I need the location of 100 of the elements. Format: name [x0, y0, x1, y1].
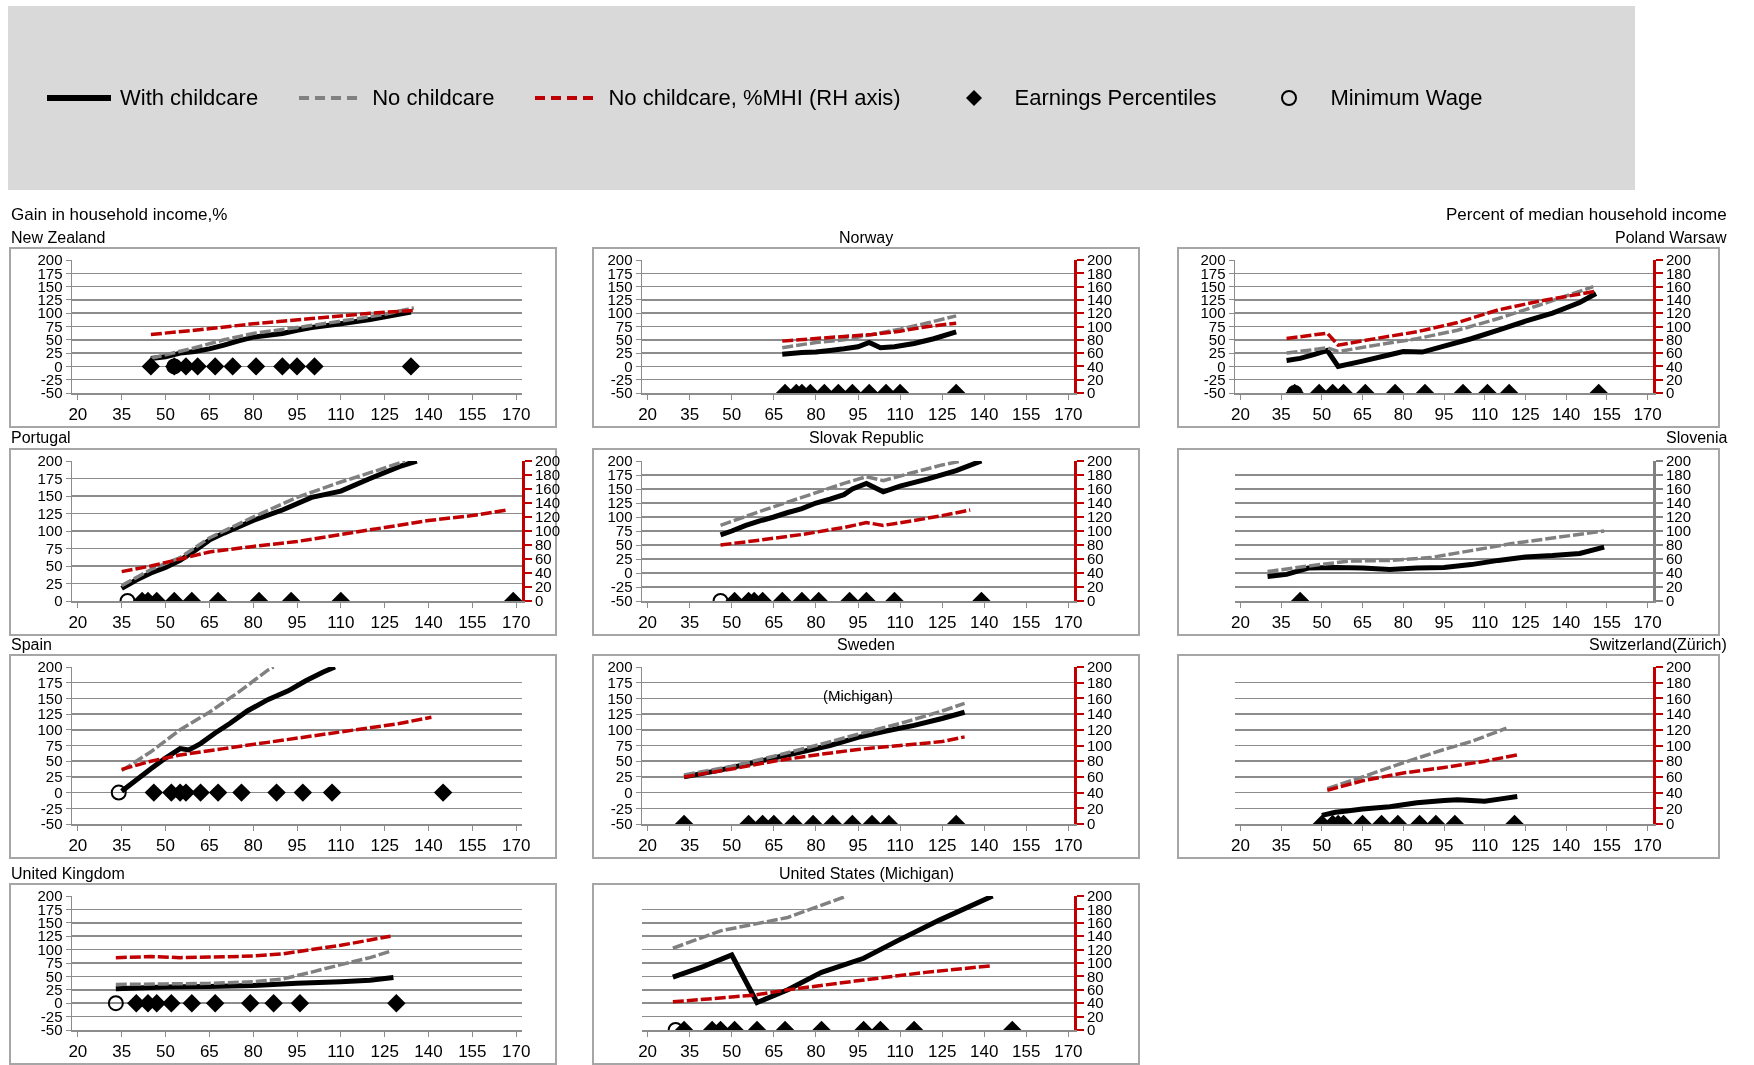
y-tick-label: 50	[615, 752, 633, 770]
y2-tick-label: 80	[1666, 752, 1683, 770]
x-tick-label: 65	[1353, 404, 1373, 424]
x-tick-label: 80	[806, 1041, 826, 1061]
x-tick-label: 65	[199, 1041, 219, 1061]
x-tick-label: 140	[970, 835, 999, 855]
x-tick-label: 50	[722, 1041, 742, 1061]
x-tick-label: 170	[1054, 1041, 1083, 1061]
x-tick-label: 80	[1393, 835, 1413, 855]
y-tick-label: 75	[45, 539, 63, 557]
x-tick-label: 140	[970, 612, 999, 632]
x-tick-label: 155	[458, 612, 487, 632]
x-tick-label: 110	[886, 612, 914, 632]
y-tick-label: -25	[40, 799, 63, 817]
x-tick-label: 80	[806, 612, 826, 632]
x-tick-label: 95	[1434, 835, 1454, 855]
y-tick-label: 75	[45, 736, 63, 754]
x-tick-label: 125	[927, 835, 957, 855]
x-tick-label: 170	[1633, 612, 1662, 632]
x-tick-label: 65	[764, 1041, 784, 1061]
x-tick-label: 65	[764, 612, 784, 632]
chart-title: United Kingdom	[11, 865, 125, 882]
x-tick-label: 95	[1434, 612, 1454, 632]
y2-tick-label: 200	[1087, 658, 1113, 676]
x-tick-label: 140	[1551, 612, 1581, 632]
x-tick-label: 20	[638, 835, 658, 855]
x-tick-label: 35	[680, 612, 700, 632]
x-tick-label: 155	[1012, 404, 1041, 424]
x-tick-label: 50	[722, 404, 742, 424]
y-tick-label: 150	[37, 689, 63, 707]
y-tick-label: 25	[45, 574, 63, 592]
y-tick-label: 100	[607, 721, 633, 739]
x-tick-label: 155	[458, 1041, 487, 1061]
legend-label: No childcare, %MHI (RH axis)	[608, 85, 901, 111]
chart-title: United States (Michigan)	[779, 865, 955, 882]
legend-label: Minimum Wage	[1330, 85, 1483, 111]
y2-axis-title: Percent of median household income	[1446, 205, 1727, 224]
text: Slovenia	[1666, 429, 1728, 446]
x-tick-label: 125	[370, 404, 399, 424]
x-tick-label: 95	[848, 404, 868, 424]
annotation: (Michigan)	[823, 687, 894, 704]
y-axis-title: Gain in household income,%	[11, 205, 228, 224]
x-tick-label: 50	[156, 404, 175, 424]
y-tick-label: 175	[607, 673, 633, 691]
x-tick-label: 95	[287, 404, 307, 424]
x-tick-label: 170	[501, 835, 531, 855]
x-tick-label: 50	[156, 612, 175, 632]
x-tick-label: 170	[1054, 612, 1083, 632]
y2-tick-label: 120	[1087, 721, 1113, 739]
x-tick-label: 110	[327, 1041, 355, 1061]
x-tick-label: 110	[327, 835, 355, 855]
x-tick-label: 155	[1592, 404, 1622, 424]
x-tick-label: 170	[1633, 835, 1662, 855]
x-tick-label: 35	[112, 612, 132, 632]
x-tick-label: 170	[501, 612, 531, 632]
x-tick-label: 95	[1434, 404, 1454, 424]
legend-label: With childcare	[120, 85, 259, 111]
x-tick-label: 140	[1551, 835, 1581, 855]
y2-tick-label: 140	[1666, 705, 1692, 723]
x-tick-label: 110	[1471, 612, 1499, 632]
x-tick-label: 110	[886, 835, 914, 855]
y-tick-label: 100	[37, 522, 63, 540]
x-tick-label: 35	[112, 404, 132, 424]
x-tick-label: 20	[638, 612, 658, 632]
y2-tick-label: 20	[1087, 799, 1104, 817]
x-tick-label: 125	[927, 404, 957, 424]
y-tick-label: 0	[54, 783, 63, 801]
chart-title: Norway	[839, 229, 894, 246]
x-tick-label: 155	[458, 835, 487, 855]
x-tick-label: 50	[722, 612, 742, 632]
x-tick-label: 50	[1312, 835, 1332, 855]
y2-tick-label: 80	[1087, 752, 1104, 770]
x-tick-label: 35	[680, 1041, 700, 1061]
y-tick-label: 125	[607, 705, 633, 723]
y-tick-label: 100	[37, 721, 63, 739]
x-tick-label: 35	[1271, 835, 1291, 855]
y-tick-label: 25	[615, 768, 633, 786]
legend-label: Earnings Percentiles	[1014, 85, 1217, 111]
x-tick-label: 35	[112, 835, 132, 855]
y-tick-label: 125	[37, 504, 63, 522]
x-tick-label: 155	[1012, 1041, 1041, 1061]
y-tick-label: 50	[45, 557, 63, 575]
x-tick-label: 155	[458, 404, 487, 424]
y-tick-label: -50	[40, 815, 63, 833]
x-tick-label: 80	[1393, 612, 1413, 632]
x-tick-label: 80	[806, 404, 826, 424]
y-tick-label: -50	[610, 815, 633, 833]
x-tick-label: 20	[638, 404, 658, 424]
x-tick-label: 110	[886, 1041, 914, 1061]
x-tick-label: 155	[1592, 612, 1622, 632]
y2-tick-label: 160	[1666, 689, 1692, 707]
y2-tick-label: 40	[1087, 783, 1104, 801]
x-tick-label: 65	[764, 404, 784, 424]
y-tick-label: 25	[45, 768, 63, 786]
chart-title: Poland Warsaw	[1615, 229, 1727, 246]
y2-tick-label: 120	[1666, 721, 1692, 739]
chart-title: Slovak Republic	[809, 429, 924, 446]
y2-tick-label: 0	[1087, 815, 1096, 833]
x-tick-label: 155	[1592, 835, 1622, 855]
chart-title: New Zealand	[11, 229, 106, 246]
